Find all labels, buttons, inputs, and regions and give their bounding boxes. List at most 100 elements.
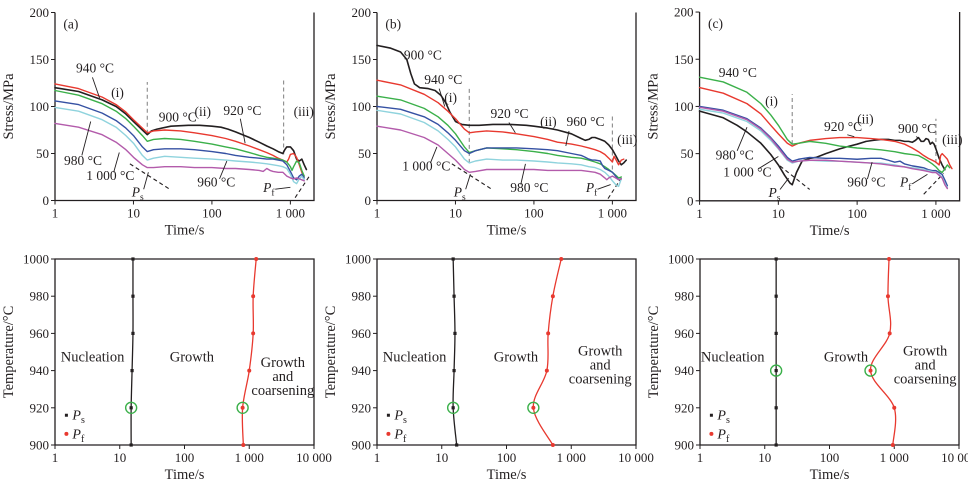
annotation-leader-line [143,172,149,190]
curve-pf [532,258,562,446]
annotation-text: 900 °C [404,48,442,63]
annotation-leader-line [508,122,516,134]
curve-920c [698,86,953,170]
annotation-text: 1 000 °C [86,168,134,183]
highlight-ring [864,364,877,377]
annotation-text: 920 °C [824,119,862,134]
annotation-leader-line [275,186,291,190]
panel-stress-time-c: 1 10 100 1 000 0 50 100 150 200 Time/s Stress/MPa (… [644,0,968,245]
legend-label: Ps [393,409,407,427]
annotation-text: (iii) [617,132,637,147]
annotation-leader-line [81,121,92,156]
x-tick-label: 100 [847,206,867,221]
y-tick-label: 1000 [345,252,371,267]
y-tick-label: 100 [30,99,50,114]
annotation-text: (i) [765,93,778,109]
data-point-dot [550,443,555,447]
x-tick-label: 1 000 [880,450,909,465]
curve-900c [698,110,946,186]
annotation-text: 900 °C [898,121,936,136]
region-label: Growth [824,349,869,365]
y-tick-label: 0 [43,193,50,208]
panel-ptt-diagram-e: 1 10 100 1 000 10 000 900 920 940 960 980 1000 Time… [322,245,654,489]
curve-980c [376,109,622,188]
data-point-square [774,369,778,373]
x-tick-label: 1 000 [235,450,264,465]
y-tick-label: 980 [30,289,50,304]
highlight-ring [527,401,540,415]
x-tick-label: 10 000 [941,450,968,465]
annotation-text: 980 °C [64,153,102,168]
data-point-dot [550,294,555,299]
data-point-dot [868,368,873,373]
annotation-text: 920 °C [491,106,529,121]
annotation-text: (ii) [540,114,557,129]
data-point-dot [890,443,895,447]
x-tick-label: 1 [374,206,381,221]
chart-f: 1 10 100 1 000 10 000 900 920 940 960 980 1000 Time… [646,252,968,484]
y-tick-label: 200 [674,5,694,20]
chart-d: 1 10 100 1 000 10 000 900 920 940 960 980 1000 Time… [1,252,332,484]
x-tick-label: 10 000 [618,450,654,465]
y-tick-label: 50 [36,146,49,161]
x-tick-label: 1 [52,206,59,221]
data-point-square [774,257,778,261]
annotation-text: 980 °C [716,147,754,162]
legend-label: Pf [393,427,407,445]
legend-marker [386,431,391,436]
data-point-dot [531,405,536,410]
curve-pf [869,258,897,446]
y-tick-label: 1000 [23,252,49,267]
region-label: Growth [903,344,948,360]
annotation-text: Pf [899,175,912,194]
data-point-dot [254,257,259,261]
chart-c: 1 10 100 1 000 0 50 100 150 200 Time/s Stress/MPa (… [645,5,962,239]
y-tick-label: 0 [687,193,694,208]
data-point-square [774,331,778,335]
annotation-text: 940 °C [719,65,757,80]
legend-label: Ps [716,409,730,427]
legend-label: Ps [71,409,85,427]
y-tick-label: 200 [352,5,372,20]
legend-label: Pf [716,427,730,445]
region-label: Growth [261,355,306,371]
x-axis-label: Time/s [165,467,205,483]
data-point-dot [887,257,892,261]
annotation-leader-line [92,77,101,99]
data-point-square [130,369,134,373]
region-label: coarsening [569,372,632,388]
data-point-square [774,406,778,410]
annotation-text: 980 °C [510,180,548,195]
data-point-dot [546,331,551,336]
x-tick-label: 10 [449,206,462,221]
highlight-ring [446,401,460,415]
panel-stress-time-b: 1 10 100 1 000 0 50 100 150 200 Time/s Stress/MPa (… [322,0,644,245]
annotation-leader-line [239,118,246,144]
annotation-text: Pf [585,180,598,199]
annotation-leader-line [430,146,438,164]
annotation-text: 960 °C [197,174,235,189]
curve-960c [698,105,949,187]
x-tick-label: 10 [127,206,140,221]
annotation-leader-line [736,127,748,151]
curve-900c [376,44,627,166]
data-point-dot [885,294,890,299]
highlight-ring [236,401,249,415]
data-point-dot [887,331,892,336]
panel-stress-time-a: 1 10 100 1 000 0 50 100 150 200 Time/s Stress/MPa (… [0,0,322,245]
y-tick-label: 150 [674,52,694,67]
data-point-square [451,406,455,410]
annotation-leader-line [911,174,928,185]
x-tick-label: 1 000 [557,450,586,465]
data-point-square [129,443,133,447]
boundary-dashed-segment [779,165,811,190]
y-tick-label: 50 [680,146,694,161]
region-label: Growth [494,349,539,365]
boundary-dashed-segment [129,163,171,190]
x-axis-label: Time/s [810,223,850,239]
annotation-text: Pf [262,180,275,199]
curve-1000c [698,106,949,190]
data-point-square [453,331,457,335]
y-tick-label: 920 [675,400,695,415]
y-axis-label: Temperature/°C [323,306,339,399]
